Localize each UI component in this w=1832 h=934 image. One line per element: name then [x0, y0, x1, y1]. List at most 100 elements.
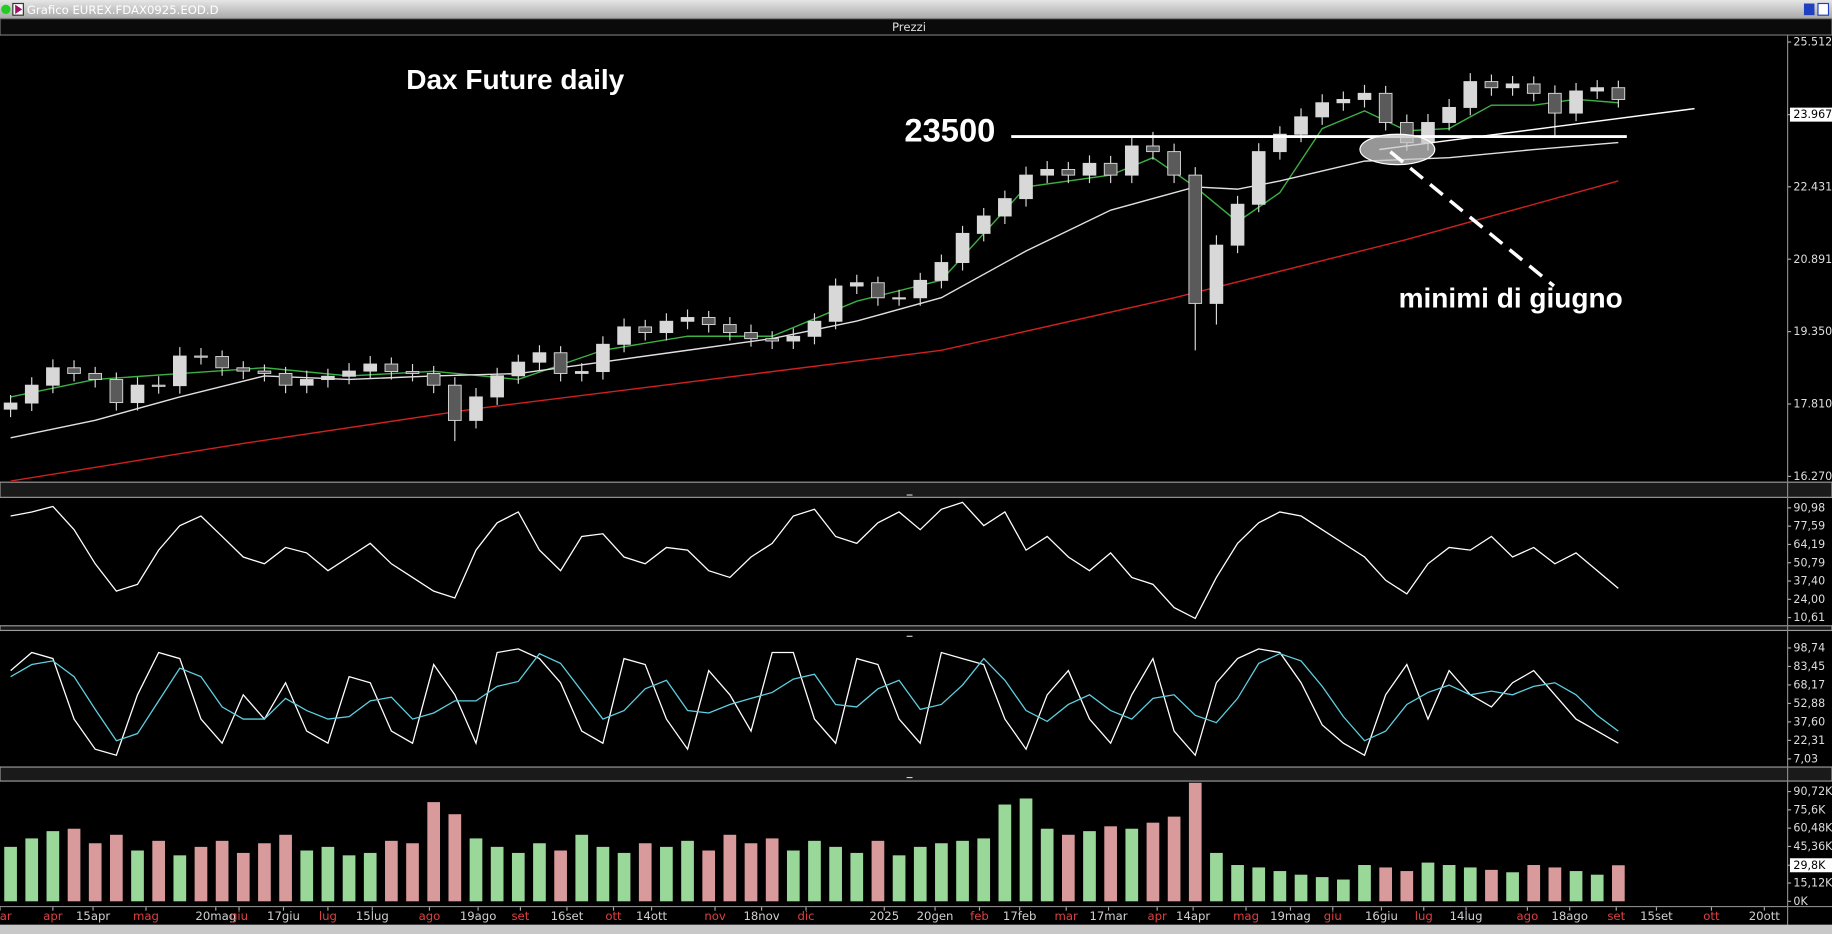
volume-bar [829, 846, 842, 902]
volume-bar [892, 855, 906, 902]
indicator-line [10, 648, 1619, 757]
panel-separator[interactable] [0, 625, 1832, 632]
volume-bar [1104, 826, 1117, 902]
y-tick-label: 25.512 [1793, 36, 1832, 49]
volume-bar [681, 840, 694, 902]
volume-bar [490, 846, 504, 902]
candle-body [278, 372, 293, 386]
volume-bar [1167, 816, 1181, 902]
volume-bar [1019, 798, 1033, 902]
x-tick-label: ott [1703, 909, 1720, 923]
volume-bar [1527, 865, 1541, 902]
volume-bar [4, 846, 17, 902]
volume-bar [660, 846, 673, 902]
y-tick-label: 37,40 [1793, 575, 1825, 588]
volume-bar [385, 840, 398, 902]
x-tick-label: mar [1055, 909, 1079, 923]
panel-title: Prezzi [892, 20, 926, 34]
y-tick-label: 83,45 [1793, 660, 1825, 673]
candle-body [1251, 151, 1266, 205]
candle-body [1336, 98, 1351, 104]
candle-body [765, 338, 779, 342]
y-tick-label: 17.810 [1793, 398, 1832, 411]
window-button[interactable] [1803, 3, 1815, 16]
y-tick-label: 22,31 [1793, 734, 1825, 747]
candle-body [659, 320, 674, 334]
volume-bar [533, 843, 546, 902]
volume-bar [67, 828, 81, 902]
highlight-ellipse [1359, 133, 1436, 166]
volume-bar [1379, 867, 1393, 902]
x-tick-label: mar [0, 909, 12, 923]
x-tick-label: 2025 [869, 909, 899, 923]
volume-bar [258, 843, 271, 902]
candle-body [1357, 92, 1372, 100]
candle-body [892, 297, 906, 300]
panel-separator[interactable] [0, 766, 1832, 782]
candle-body [1526, 83, 1541, 94]
volume-bar [977, 838, 991, 902]
candle-body [1505, 83, 1520, 89]
y-tick-label: 37,60 [1793, 715, 1825, 728]
volume-bar [617, 852, 631, 902]
volume-bar [110, 834, 123, 902]
x-tick-label: 16set [551, 909, 584, 923]
volume-bar [998, 804, 1012, 902]
volume-bar [300, 850, 314, 902]
candle-body [1378, 92, 1393, 123]
volume-bar [1442, 865, 1456, 902]
candle-body [342, 370, 356, 377]
candle-body [1188, 174, 1203, 304]
window-button[interactable] [1817, 2, 1830, 16]
menu-arrow [15, 4, 23, 15]
x-tick-label: 14apr [1176, 909, 1210, 923]
panel-1 [10, 501, 1619, 620]
candle-body [1442, 106, 1456, 123]
x-tick-label: ott [605, 909, 622, 923]
volume-bar [786, 850, 800, 902]
volume-bar [1400, 871, 1414, 902]
candle-body [723, 324, 737, 334]
volume-bar [1506, 872, 1519, 902]
candle-body [828, 285, 843, 322]
volume-bar [511, 852, 525, 902]
candle-body [701, 317, 716, 326]
panel-separator[interactable] [0, 481, 1832, 498]
candle-body [1294, 116, 1308, 135]
volume-bar [1463, 867, 1477, 902]
volume-bar [723, 834, 737, 902]
separators [0, 35, 1832, 925]
y-tick-label: 64,19 [1793, 538, 1825, 551]
candle-body [1611, 87, 1626, 100]
y-tick-label: 24,00 [1793, 593, 1825, 606]
volume-bar [1548, 867, 1562, 902]
volume-bar [871, 840, 885, 902]
candle-body [786, 335, 801, 342]
status-icon [1, 4, 11, 15]
x-tick-label: apr [43, 909, 63, 923]
volume-bar [638, 843, 652, 902]
volume-bar [1358, 865, 1371, 902]
candle-body [1082, 162, 1097, 176]
candle-body [426, 372, 441, 386]
x-tick-label: 15apr [76, 909, 110, 923]
x-tick-label: mag [133, 909, 159, 923]
x-tick-label: set [511, 909, 529, 923]
x-tick-label: 14lug [1450, 909, 1483, 923]
candle-body [532, 352, 547, 363]
candle-body [511, 361, 526, 377]
x-tick-label: 18ago [1551, 909, 1588, 923]
volume-bar [427, 802, 441, 902]
y-tick-label: 20.891 [1793, 253, 1832, 266]
candle-body [1061, 169, 1076, 176]
candle-body [1040, 169, 1054, 176]
candle-body [469, 396, 483, 421]
y-tick-label: 75,6K [1793, 803, 1826, 816]
last-value-box [1789, 107, 1832, 122]
x-tick-label: 16giu [1365, 909, 1398, 923]
candle-body [384, 363, 399, 373]
candle-body [173, 355, 187, 387]
y-tick-label: 7,03 [1793, 752, 1818, 765]
y-tick-label: 29,8K [1793, 859, 1826, 872]
